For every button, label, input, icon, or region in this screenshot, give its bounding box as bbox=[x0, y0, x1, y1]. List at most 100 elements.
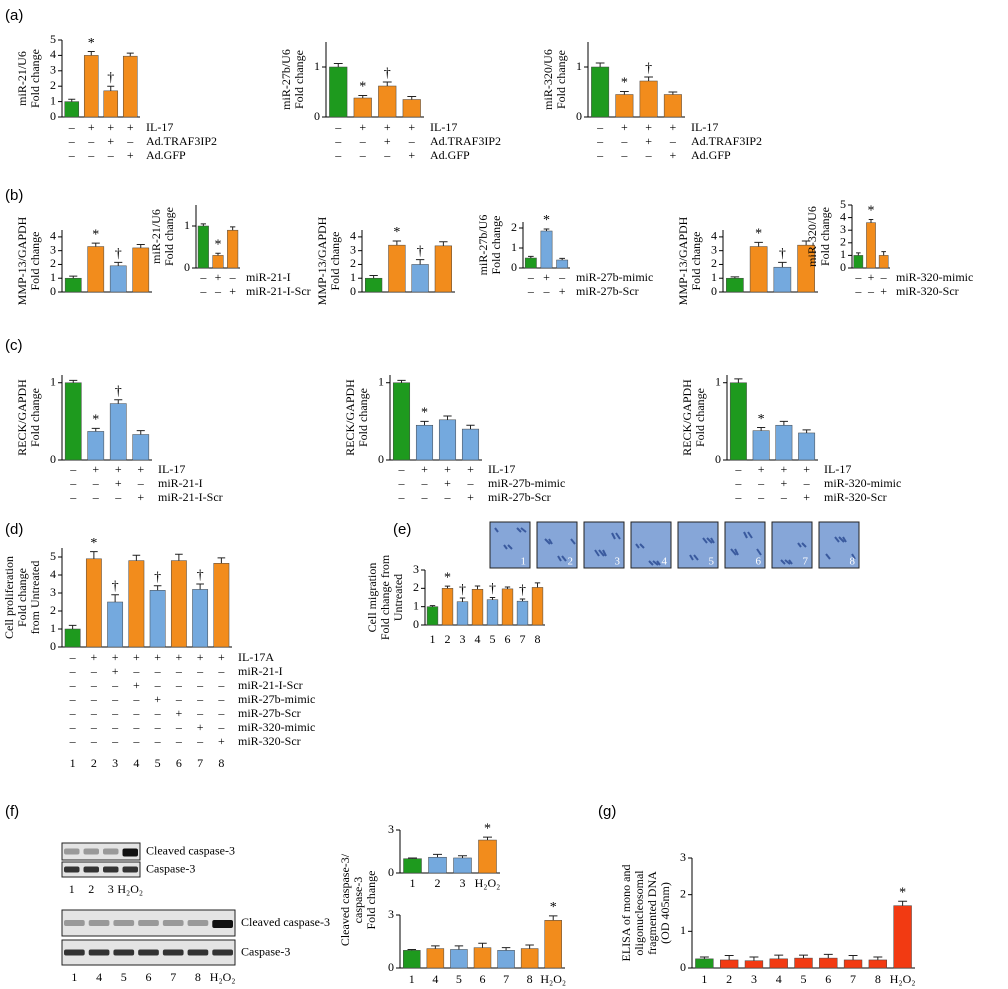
treatment-sign: – bbox=[669, 134, 677, 148]
y-tick-label: 3 bbox=[50, 242, 56, 256]
blot-band bbox=[64, 848, 80, 855]
cell-streak bbox=[825, 553, 831, 560]
error-bar bbox=[107, 85, 115, 91]
treatment-label: Ad.TRAF3IP2 bbox=[146, 134, 217, 148]
treatment-label: miR-27b-Scr bbox=[238, 706, 301, 720]
treatment-sign: – bbox=[154, 664, 162, 678]
treatment-sign: – bbox=[132, 720, 140, 734]
treatment-sign: + bbox=[444, 476, 451, 490]
treatment-sign: + bbox=[127, 120, 134, 134]
error-bar bbox=[856, 252, 861, 256]
error-bar bbox=[823, 953, 833, 959]
lane-label: 1 bbox=[71, 970, 77, 984]
treatment-sign: – bbox=[90, 678, 98, 692]
treatment-sign: – bbox=[69, 706, 77, 720]
significance-mark: * bbox=[484, 821, 491, 836]
treatment-sign: + bbox=[127, 148, 134, 162]
treatment-sign: + bbox=[175, 650, 182, 664]
panel-label: (d) bbox=[5, 521, 23, 538]
treatment-sign: – bbox=[114, 490, 122, 504]
treatment-label: IL-17A bbox=[238, 650, 274, 664]
error-bar bbox=[881, 251, 886, 256]
x-tick-label: 7 bbox=[520, 632, 526, 646]
band-label: Caspase-3 bbox=[146, 861, 195, 875]
bar bbox=[103, 90, 119, 118]
y-axis-label: MMP-13/GAPDH bbox=[315, 216, 329, 305]
treatment-sign: + bbox=[115, 462, 122, 476]
error-bar bbox=[873, 956, 883, 960]
y-tick-label: 1 bbox=[50, 621, 56, 635]
treatment-sign: – bbox=[92, 476, 100, 490]
error-bar bbox=[774, 954, 784, 959]
treatment-sign: – bbox=[334, 120, 342, 134]
bar bbox=[109, 403, 127, 461]
error-bar bbox=[454, 945, 464, 950]
treatment-sign: – bbox=[444, 490, 452, 504]
cell-streak bbox=[557, 555, 562, 562]
y-tick-label: 0 bbox=[50, 639, 56, 653]
x-tick-label: 8 bbox=[527, 972, 533, 986]
y-tick-label: 3 bbox=[680, 850, 686, 864]
y-axis-label: MMP-13/GAPDH bbox=[676, 216, 690, 305]
error-bar bbox=[483, 836, 492, 841]
y-tick-label: 2 bbox=[413, 580, 419, 594]
error-bar bbox=[230, 226, 236, 231]
bar bbox=[441, 588, 454, 626]
treatment-sign: + bbox=[88, 120, 95, 134]
x-tick-label: H₂O₂ bbox=[890, 972, 916, 986]
blot-band bbox=[138, 949, 159, 956]
migration-image bbox=[818, 521, 860, 569]
error-bar bbox=[519, 598, 526, 602]
x-tick-label: 6 bbox=[505, 632, 511, 646]
treatment-label: Ad.TRAF3IP2 bbox=[430, 134, 501, 148]
y-tick-label: 2 bbox=[50, 78, 56, 92]
bar bbox=[544, 920, 562, 969]
y-tick-label: 0 bbox=[50, 452, 56, 466]
treatment-sign: + bbox=[154, 650, 161, 664]
error-bar bbox=[799, 954, 808, 959]
bar bbox=[729, 382, 747, 461]
treatment-sign: + bbox=[175, 706, 182, 720]
bar bbox=[149, 590, 166, 648]
treatment-sign: – bbox=[196, 706, 204, 720]
treatment-sign: – bbox=[359, 148, 367, 162]
y-tick-label: 4 bbox=[350, 229, 356, 243]
cell-streak bbox=[648, 560, 654, 566]
treatment-sign: + bbox=[137, 490, 144, 504]
cell-streak bbox=[548, 538, 553, 545]
treatment-label: IL-17 bbox=[824, 462, 851, 476]
treatment-sign: + bbox=[408, 148, 415, 162]
significance-mark: * bbox=[550, 900, 557, 915]
bar bbox=[428, 856, 447, 874]
significance-mark: * bbox=[215, 238, 222, 253]
treatment-sign: – bbox=[68, 148, 76, 162]
bar bbox=[426, 606, 439, 626]
error-bar bbox=[474, 585, 481, 590]
treatment-sign: – bbox=[543, 284, 551, 298]
error-bar bbox=[91, 427, 100, 432]
y-tick-label: 0 bbox=[680, 960, 686, 974]
error-bar bbox=[429, 605, 436, 607]
y-tick-label: 0 bbox=[314, 109, 320, 123]
bar bbox=[749, 246, 768, 293]
error-bar bbox=[779, 420, 788, 426]
treatment-sign: + bbox=[780, 462, 787, 476]
x-tick-label: 3 bbox=[751, 972, 757, 986]
bar bbox=[486, 599, 499, 626]
y-axis-label: Fold change bbox=[28, 388, 42, 447]
y-axis-label: Untreated bbox=[391, 574, 405, 621]
y-tick-label: 0 bbox=[50, 109, 56, 123]
cell-streak bbox=[706, 537, 713, 544]
y-tick-label: 1 bbox=[314, 59, 320, 73]
treatment-label: IL-17 bbox=[146, 120, 173, 134]
x-tick-label: 1 bbox=[70, 756, 76, 770]
treatment-sign: + bbox=[112, 650, 119, 664]
error-bar bbox=[420, 420, 429, 426]
y-tick-label: 1 bbox=[50, 270, 56, 284]
treatment-sign: + bbox=[92, 462, 99, 476]
significance-mark: * bbox=[755, 227, 762, 242]
cell-streak bbox=[635, 543, 640, 549]
bar bbox=[893, 905, 912, 969]
lane-label: H₂O₂ bbox=[117, 882, 143, 896]
y-tick-label: 0 bbox=[50, 284, 56, 298]
